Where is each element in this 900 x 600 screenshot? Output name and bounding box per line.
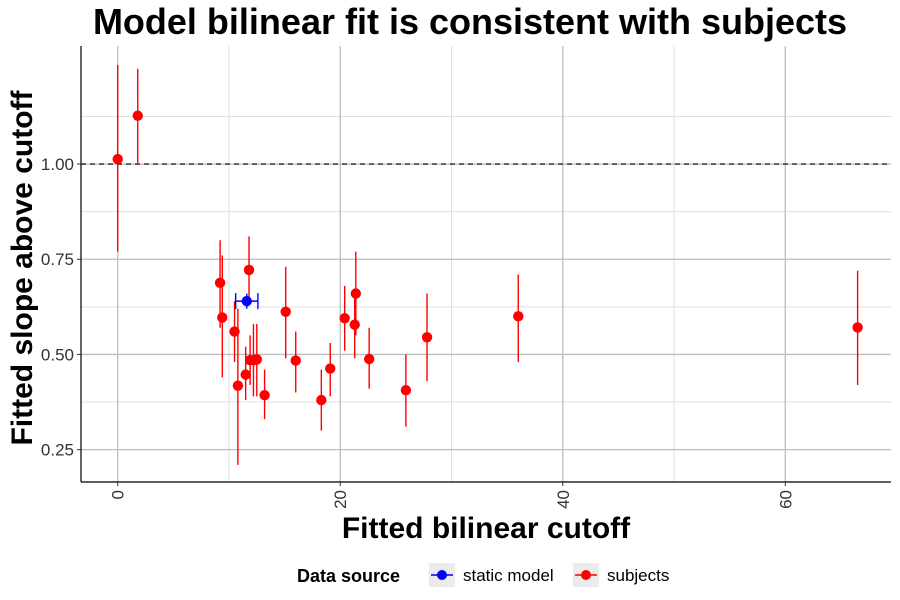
point-subjects [513, 311, 524, 322]
point-subjects [251, 354, 262, 365]
point-subjects [240, 369, 251, 380]
legend-item-subjects: subjects [573, 563, 669, 587]
point-subjects [350, 288, 362, 299]
point-subjects [217, 312, 228, 323]
point-static-model [241, 295, 252, 307]
point-subjects [316, 394, 327, 406]
chart-title: Model bilinear fit is consistent with su… [93, 1, 847, 42]
point-subjects [259, 389, 270, 401]
legend-label-subjects: subjects [607, 566, 669, 585]
point-subjects [290, 355, 301, 366]
x-axis-ticks: 0 20 40 60 [109, 482, 795, 509]
x-tick-label: 0 [109, 490, 128, 499]
legend-label-static-model: static model [463, 566, 554, 585]
axes [80, 46, 891, 483]
y-axis-ticks: 0.25 0.50 0.75 1.00 [41, 155, 81, 460]
x-axis-title: Fitted bilinear cutoff [342, 512, 631, 545]
point-subjects [852, 322, 863, 333]
legend-title: Data source [297, 566, 400, 586]
point-subjects [421, 332, 433, 343]
y-axis-title: Fitted slope above cutoff [6, 89, 39, 445]
grid [81, 46, 891, 482]
point-subjects [280, 306, 291, 317]
point-subjects [112, 153, 123, 165]
legend-key-point-static-model [437, 570, 447, 580]
point-subjects [132, 110, 143, 121]
y-tick-label: 0.25 [41, 441, 74, 460]
x-tick-label: 60 [776, 490, 795, 509]
x-tick-label: 20 [331, 490, 350, 509]
point-subjects [243, 264, 255, 276]
legend-key-point-subjects [581, 570, 591, 580]
point-subjects [363, 353, 375, 365]
point-subjects [400, 385, 412, 396]
point-subjects [325, 363, 336, 374]
legend: Data source static model subjects [297, 563, 669, 587]
point-subjects [229, 326, 240, 337]
point-subjects [339, 313, 350, 324]
point-subjects [349, 319, 360, 330]
y-tick-label: 0.75 [41, 250, 74, 269]
legend-item-static-model: static model [429, 563, 554, 587]
x-tick-label: 40 [554, 490, 573, 509]
point-subjects [214, 277, 226, 289]
data-points [112, 65, 863, 465]
y-tick-label: 1.00 [41, 155, 74, 174]
point-subjects [232, 380, 244, 391]
y-tick-label: 0.50 [41, 345, 74, 364]
